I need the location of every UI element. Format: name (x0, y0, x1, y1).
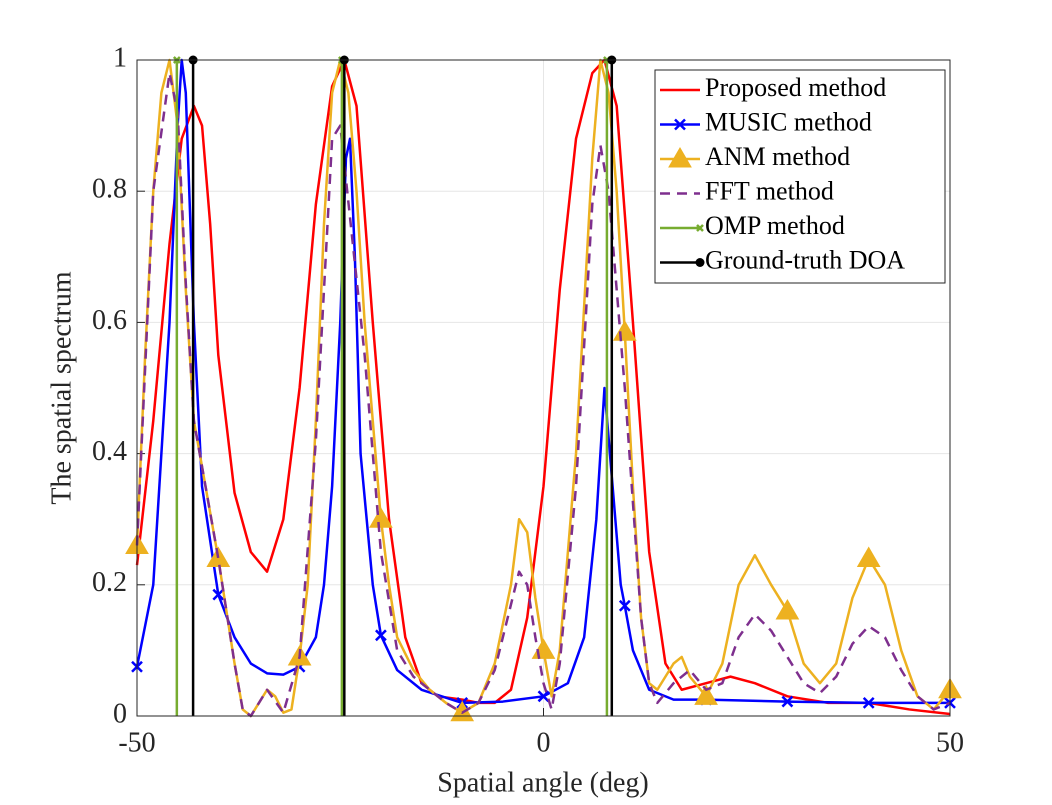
marker (696, 224, 704, 232)
marker (375, 629, 387, 642)
y-axis-label: The spatial spectrum (46, 271, 77, 504)
y-tick-label: 0 (113, 698, 127, 729)
marker (695, 258, 705, 267)
legend-label: OMP method (705, 211, 845, 240)
series-line (135, 71, 951, 718)
legend-label: FFT method (705, 176, 834, 205)
marker (694, 684, 718, 705)
marker (618, 599, 631, 612)
x-tick-label: 0 (537, 727, 551, 758)
axes-box (136, 59, 951, 717)
x-tick-label: -50 (118, 727, 155, 758)
legend-label: MUSIC method (705, 107, 872, 136)
y-tick-label: 0.2 (92, 567, 127, 598)
marker (862, 696, 875, 709)
y-tick-label: 0.8 (92, 174, 127, 205)
marker (668, 147, 692, 168)
marker (781, 695, 794, 708)
legend-label: Ground-truth DOA (705, 245, 905, 274)
marker (775, 599, 800, 620)
marker (674, 118, 686, 131)
y-tick-label: 0.6 (92, 305, 127, 336)
marker (537, 690, 550, 703)
legend-label: ANM method (705, 142, 850, 171)
y-tick-label: 1 (113, 42, 127, 73)
marker (856, 546, 881, 568)
series-line (135, 58, 951, 718)
marker (212, 588, 225, 601)
marker (369, 507, 393, 528)
y-tick-label: 0.4 (92, 436, 127, 467)
legend-box (654, 69, 946, 284)
legend-label: Proposed method (705, 73, 886, 102)
x-axis-label: Spatial angle (deg) (437, 767, 648, 798)
x-tick-label: 50 (936, 727, 964, 758)
